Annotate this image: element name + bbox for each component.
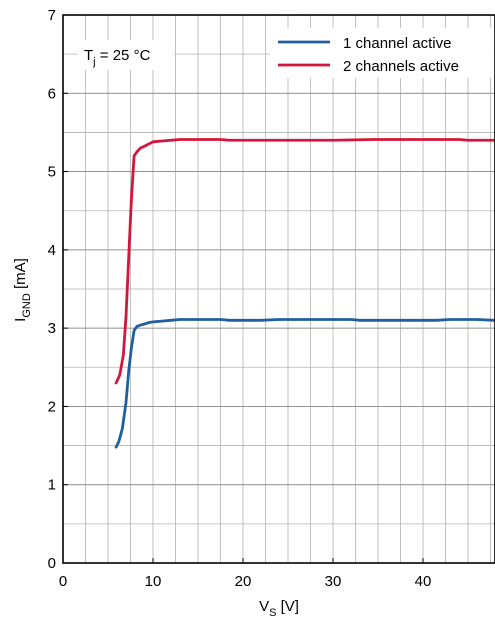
y-tick-label: 5 bbox=[48, 164, 56, 181]
annotation-text: Tj = 25 °C bbox=[84, 47, 151, 68]
plot-frame bbox=[62, 14, 495, 564]
y-tick-label: 2 bbox=[48, 398, 56, 415]
y-tick-label: 6 bbox=[48, 85, 56, 102]
y-tick-labels: 0 1 2 3 4 5 6 7 bbox=[48, 7, 68, 572]
x-tick-label: 20 bbox=[235, 573, 252, 590]
x-tick-label: 10 bbox=[145, 573, 162, 590]
x-tick-label: 30 bbox=[325, 573, 342, 590]
y-tick-label: 3 bbox=[48, 320, 56, 337]
series-line-1 bbox=[114, 318, 495, 449]
y-axis-title: IGND [mA] bbox=[12, 258, 33, 322]
legend-label-1-channel: 1 channel active bbox=[343, 35, 451, 52]
x-axis-title: VS [V] bbox=[259, 598, 299, 619]
series-line-2 bbox=[114, 138, 495, 385]
y-tick-label: 0 bbox=[48, 555, 56, 572]
y-tick-label: 1 bbox=[48, 477, 56, 494]
series-layer bbox=[114, 138, 495, 449]
y-tick-label: 4 bbox=[48, 242, 56, 259]
temperature-annotation: Tj = 25 °C bbox=[78, 40, 174, 70]
grid-major bbox=[63, 14, 495, 564]
legend-background bbox=[270, 28, 494, 78]
legend: 1 channel active 2 channels active bbox=[270, 28, 494, 78]
annotation-background bbox=[78, 40, 174, 70]
legend-label-2-channels: 2 channels active bbox=[343, 58, 459, 75]
x-tick-labels: 0 10 20 30 40 bbox=[59, 558, 432, 590]
x-tick-label: 40 bbox=[415, 573, 432, 590]
x-tick-label: 0 bbox=[59, 573, 67, 590]
y-tick-label: 7 bbox=[48, 7, 56, 24]
